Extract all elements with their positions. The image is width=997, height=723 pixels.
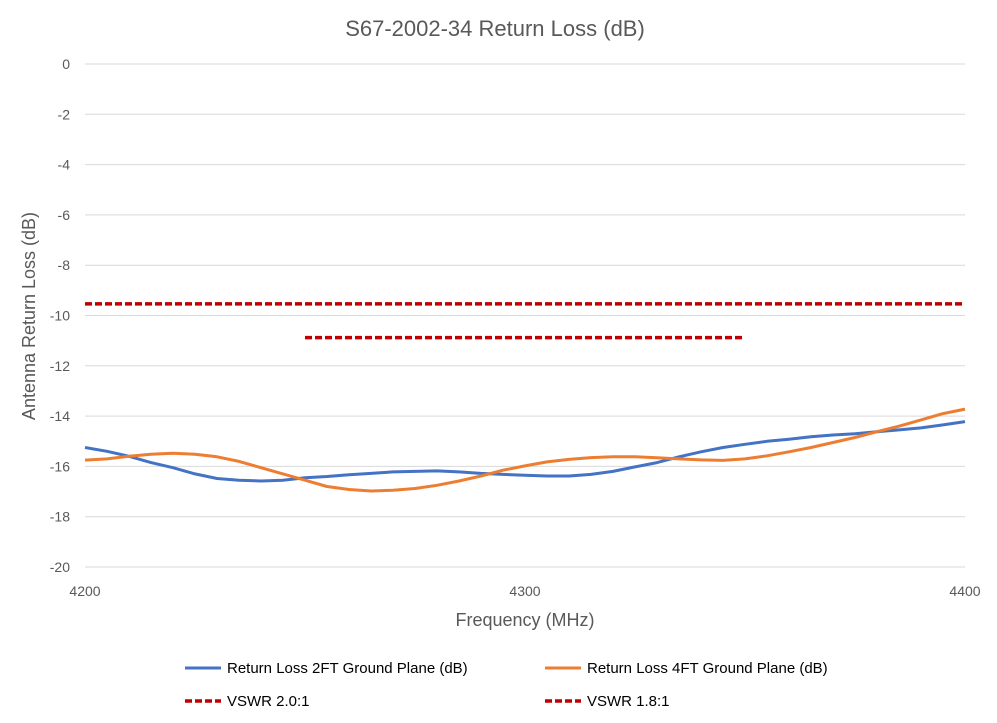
y-tick-label: 0 xyxy=(62,56,70,72)
x-tick-label: 4200 xyxy=(69,583,100,599)
grid xyxy=(85,63,965,568)
legend-label-3: VSWR 2.0:1 xyxy=(227,693,310,710)
y-tick-labels: 0 -2 -4 -6 -8 -10 -12 -14 -16 -18 -20 xyxy=(50,56,70,575)
legend-label-4: VSWR 1.8:1 xyxy=(587,693,670,710)
y-tick-label: -6 xyxy=(58,207,71,223)
y-tick-label: -14 xyxy=(50,408,70,424)
y-tick-label: -12 xyxy=(50,358,70,374)
y-tick-label: -4 xyxy=(58,157,71,173)
legend-label-1: Return Loss 2FT Ground Plane (dB) xyxy=(227,660,468,677)
y-tick-label: -8 xyxy=(58,257,71,273)
legend: Return Loss 2FT Ground Plane (dB) Return … xyxy=(185,660,828,710)
legend-label-2: Return Loss 4FT Ground Plane (dB) xyxy=(587,660,828,677)
y-tick-label: -18 xyxy=(50,509,70,525)
y-tick-label: -20 xyxy=(50,559,70,575)
series-line-2 xyxy=(84,407,966,493)
series-lines xyxy=(84,302,966,493)
chart-title: S67-2002-34 Return Loss (dB) xyxy=(345,16,645,41)
x-axis-label: Frequency (MHz) xyxy=(455,610,594,630)
x-tick-labels: 4200 4300 4400 xyxy=(69,583,980,599)
y-axis-label: Antenna Return Loss (dB) xyxy=(19,212,39,420)
series-line-1 xyxy=(84,420,966,483)
y-tick-label: -16 xyxy=(50,458,70,474)
y-tick-label: -10 xyxy=(50,308,70,324)
x-tick-label: 4300 xyxy=(509,583,540,599)
y-tick-label: -2 xyxy=(58,106,71,122)
x-tick-label: 4400 xyxy=(949,583,980,599)
